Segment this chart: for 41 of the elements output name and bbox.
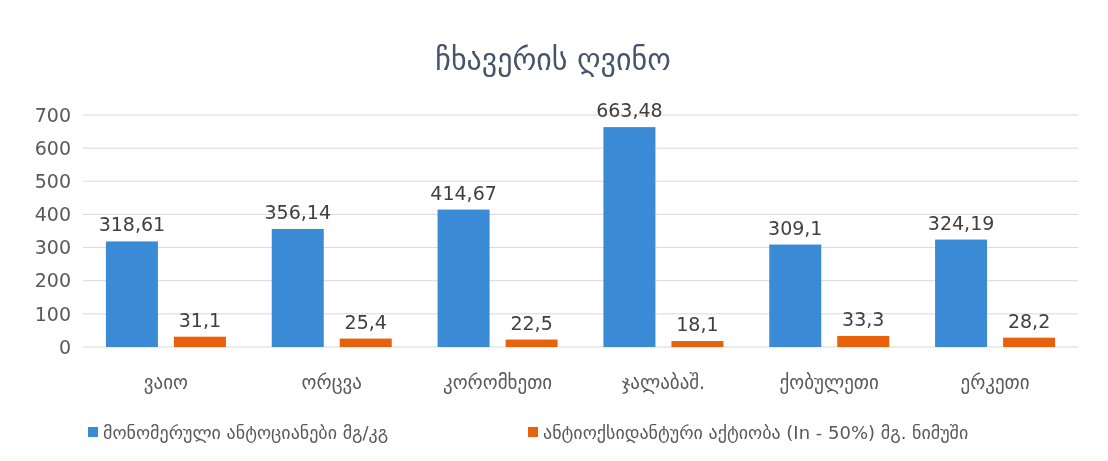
y-tick-label: 600 <box>34 136 71 159</box>
data-label: 31,1 <box>178 308 222 331</box>
y-tick-label: 200 <box>34 269 71 292</box>
x-tick-label: ვაიო <box>143 371 189 394</box>
data-label: 663,48 <box>596 99 663 122</box>
bar <box>837 335 890 347</box>
y-tick-label: 400 <box>34 203 71 226</box>
bar <box>935 239 988 347</box>
y-tick-label: 700 <box>34 103 71 126</box>
x-tick-label: ერკეთი <box>960 371 1030 394</box>
data-label: 22,5 <box>510 311 553 334</box>
data-label: 414,67 <box>430 181 497 204</box>
bar <box>339 338 392 347</box>
bar <box>769 244 822 347</box>
bar <box>603 127 656 347</box>
y-tick-label: 100 <box>34 302 71 325</box>
x-tick-label: ორცვა <box>301 371 362 394</box>
data-label: 324,19 <box>927 211 995 234</box>
y-tick-label: 500 <box>34 169 71 192</box>
x-tick-label: ქობულეთი <box>779 371 879 394</box>
data-label: 309,1 <box>768 216 823 239</box>
x-tick-label: კორომხეთი <box>442 371 553 394</box>
data-label: 318,61 <box>98 213 166 236</box>
legend-label: მონომერული ანტოციანები მგ/კგ <box>103 422 389 443</box>
y-tick-label: 300 <box>34 236 71 259</box>
bar <box>671 341 724 347</box>
bar <box>505 339 558 347</box>
data-label: 28,2 <box>1007 309 1051 332</box>
chart-title: ჩხავერის ღვინო <box>435 42 671 77</box>
y-tick-label: 0 <box>58 335 71 358</box>
bar <box>271 228 324 347</box>
data-label: 356,14 <box>264 200 331 223</box>
bar <box>1003 337 1056 347</box>
x-tick-label: ჯალაბაშ. <box>621 371 706 394</box>
bar <box>173 336 226 347</box>
legend-label: ანტიოქსიდანტური აქტიობა (In - 50%) მგ. ნიმუში <box>543 422 969 443</box>
data-label: 25,4 <box>344 310 387 333</box>
bar <box>105 241 158 347</box>
bar <box>437 209 490 347</box>
data-label: 18,1 <box>676 313 719 335</box>
data-label: 33,3 <box>842 307 885 330</box>
